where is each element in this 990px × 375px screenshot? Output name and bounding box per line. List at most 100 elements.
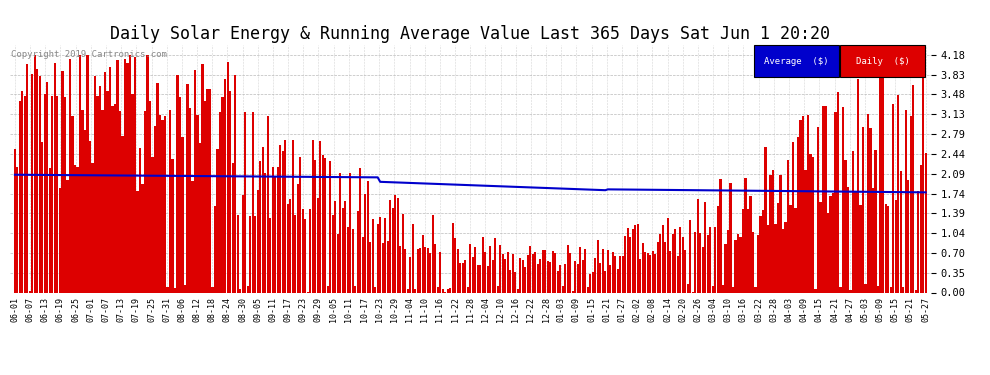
- Bar: [71, 116, 73, 292]
- Bar: [822, 106, 824, 292]
- FancyBboxPatch shape: [753, 45, 839, 77]
- Bar: [859, 205, 861, 292]
- Bar: [27, 64, 29, 292]
- Bar: [884, 204, 887, 292]
- Bar: [572, 291, 574, 292]
- Bar: [144, 111, 147, 292]
- Bar: [910, 116, 912, 292]
- Bar: [604, 271, 607, 292]
- Bar: [276, 167, 278, 292]
- Bar: [24, 96, 26, 292]
- Bar: [577, 264, 579, 292]
- Bar: [556, 271, 559, 292]
- Bar: [361, 237, 363, 292]
- Bar: [492, 260, 494, 292]
- Bar: [612, 252, 614, 292]
- Bar: [254, 216, 256, 292]
- Bar: [879, 61, 882, 292]
- Bar: [900, 171, 902, 292]
- FancyBboxPatch shape: [841, 45, 925, 77]
- Bar: [281, 151, 284, 292]
- Bar: [440, 252, 442, 292]
- Bar: [704, 202, 707, 292]
- Bar: [820, 202, 822, 292]
- Bar: [679, 227, 681, 292]
- Bar: [271, 167, 273, 292]
- Bar: [17, 167, 19, 292]
- Bar: [810, 154, 812, 292]
- Bar: [549, 262, 551, 292]
- Bar: [469, 244, 471, 292]
- Bar: [432, 215, 434, 292]
- Bar: [622, 256, 624, 292]
- Bar: [784, 222, 786, 292]
- Bar: [802, 116, 804, 292]
- Bar: [69, 59, 71, 292]
- Bar: [707, 235, 709, 292]
- Bar: [156, 84, 158, 292]
- Bar: [769, 175, 771, 292]
- Bar: [840, 287, 842, 292]
- Bar: [304, 219, 306, 292]
- Bar: [134, 57, 136, 292]
- Bar: [266, 116, 268, 292]
- Bar: [917, 191, 919, 292]
- Bar: [887, 206, 889, 292]
- Bar: [397, 198, 399, 292]
- Bar: [889, 286, 892, 292]
- Bar: [517, 289, 519, 292]
- Bar: [584, 249, 586, 292]
- Bar: [317, 198, 319, 292]
- Bar: [369, 242, 371, 292]
- Bar: [56, 96, 58, 292]
- Bar: [712, 286, 714, 292]
- Bar: [737, 234, 739, 292]
- Bar: [354, 286, 356, 292]
- Bar: [569, 253, 571, 292]
- Bar: [512, 254, 514, 292]
- Bar: [625, 236, 627, 292]
- Bar: [429, 253, 432, 292]
- Bar: [514, 272, 517, 292]
- Bar: [461, 263, 463, 292]
- Bar: [725, 244, 727, 292]
- Text: Average  ($): Average ($): [764, 57, 829, 66]
- Bar: [895, 200, 897, 292]
- Bar: [161, 120, 163, 292]
- Bar: [507, 252, 509, 292]
- Bar: [49, 168, 51, 292]
- Bar: [874, 150, 876, 292]
- Bar: [597, 240, 599, 292]
- Bar: [202, 64, 204, 292]
- Bar: [537, 264, 539, 292]
- Bar: [44, 94, 46, 292]
- Bar: [264, 173, 266, 292]
- Bar: [364, 194, 366, 292]
- Bar: [589, 274, 591, 292]
- Bar: [456, 249, 458, 292]
- Bar: [142, 184, 144, 292]
- Bar: [587, 287, 589, 292]
- Bar: [37, 69, 39, 292]
- Bar: [772, 171, 774, 292]
- Bar: [857, 79, 859, 292]
- Bar: [47, 82, 49, 292]
- Bar: [204, 101, 206, 292]
- Bar: [762, 210, 764, 292]
- Bar: [540, 259, 542, 292]
- Bar: [449, 288, 451, 292]
- Bar: [340, 173, 342, 292]
- Bar: [877, 286, 879, 292]
- Bar: [399, 246, 401, 292]
- Bar: [844, 159, 846, 292]
- Bar: [925, 153, 927, 292]
- Bar: [922, 76, 924, 292]
- Bar: [454, 238, 456, 292]
- Title: Daily Solar Energy & Running Average Value Last 365 Days Sat Jun 1 20:20: Daily Solar Energy & Running Average Val…: [110, 26, 831, 44]
- Bar: [412, 224, 414, 292]
- Bar: [667, 218, 669, 292]
- Bar: [474, 247, 476, 292]
- Bar: [332, 215, 334, 292]
- Bar: [86, 55, 88, 292]
- Bar: [699, 233, 702, 292]
